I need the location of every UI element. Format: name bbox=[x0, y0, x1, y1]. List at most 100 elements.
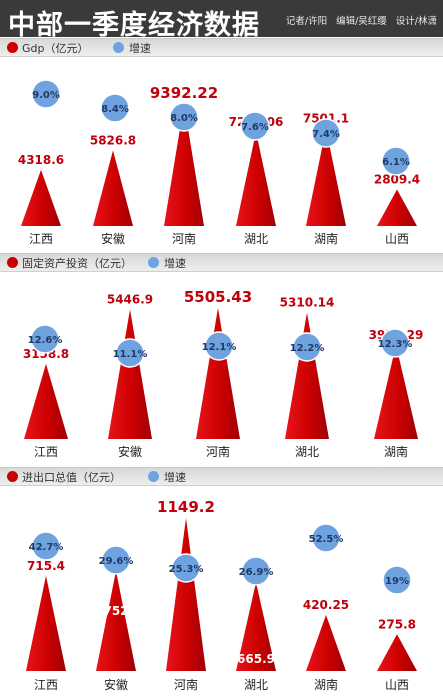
header: 中部一季度经济数据 记者/许阳 编辑/吴红缨 设计/林潇 bbox=[0, 0, 443, 41]
gdp-value-label-2: 9392.22 bbox=[150, 84, 218, 102]
gdp-bar-0 bbox=[21, 169, 61, 226]
gdp-growth-bubble-2 bbox=[169, 102, 199, 132]
gdp-growth-label-0: 9.0% bbox=[32, 90, 60, 101]
investment-chart: 3158.812.6% 江西 5446.9 11.1% 安徽 5505.43 12.1% 河南… bbox=[23, 288, 423, 459]
trade-growth-label-3: 26.9% bbox=[239, 567, 274, 578]
gdp-bar-4 bbox=[306, 128, 346, 226]
trade-bar-1 bbox=[96, 570, 136, 671]
gdp-growth-label-2: 8.0% bbox=[170, 113, 198, 124]
investment-bar-1 bbox=[108, 309, 152, 439]
credits: 记者/许阳 编辑/吴红缨 设计/林潇 bbox=[286, 13, 437, 27]
trade-growth-bubble-2 bbox=[171, 553, 201, 583]
investment-growth-legend-label: 增速 bbox=[164, 257, 186, 270]
investment-bar-0 bbox=[24, 363, 68, 439]
gdp-chart: 4318.69.0%江西5826.88.4%安徽9392.228.0%河南725… bbox=[18, 79, 420, 246]
investment-category-label-2: 河南 bbox=[206, 444, 230, 459]
trade-growth-bubble-0 bbox=[31, 531, 61, 561]
gdp-value-label-5: 2809.4 bbox=[374, 173, 420, 187]
trade-legend-label: 进出口总值（亿元） bbox=[22, 471, 121, 484]
trade-value-label-1: 752 bbox=[103, 604, 128, 618]
gdp-growth-bubble-3 bbox=[240, 111, 270, 141]
gdp-growth-bubble-1 bbox=[100, 93, 130, 123]
investment-growth-label-2: 12.1% bbox=[202, 342, 237, 353]
trade-bar-3 bbox=[236, 582, 276, 671]
gdp-growth-bubble-0 bbox=[31, 79, 61, 109]
gdp-bar-2 bbox=[164, 104, 204, 226]
investment-growth-label-3: 12.2% bbox=[290, 343, 325, 354]
investment-category-label-1: 安徽 bbox=[118, 444, 142, 459]
trade-growth-label-2: 25.3% bbox=[169, 564, 204, 575]
trade-bar-2 bbox=[166, 518, 206, 671]
investment-value-label-0: 3158.8 bbox=[23, 347, 69, 361]
investment-category-label-4: 湖南 bbox=[384, 444, 408, 459]
investment-value-label-3: 5310.14 bbox=[280, 296, 335, 310]
trade-value-label-2: 1149.2 bbox=[157, 498, 215, 516]
reporter-credit: 记者/许阳 bbox=[285, 16, 328, 27]
trade-bar-0 bbox=[26, 575, 66, 671]
trade-growth-legend-swatch bbox=[148, 471, 159, 482]
investment-legend: 固定资产投资（亿元） 增速 bbox=[0, 253, 443, 272]
gdp-category-label-1: 安徽 bbox=[101, 231, 125, 246]
page-title: 中部一季度经济数据 bbox=[8, 10, 260, 41]
gdp-legend-label: Gdp（亿元） bbox=[22, 42, 89, 55]
trade-category-label-0: 江西 bbox=[34, 678, 58, 692]
trade-growth-bubble-4 bbox=[311, 523, 341, 553]
trade-category-label-1: 安徽 bbox=[104, 677, 128, 692]
editor-credit: 编辑/吴红缨 bbox=[336, 16, 387, 27]
trade-value-label-5: 275.8 bbox=[378, 617, 416, 631]
trade-growth-bubble-3 bbox=[241, 556, 271, 586]
gdp-legend-swatch bbox=[7, 42, 18, 53]
gdp-value-label-1: 5826.8 bbox=[90, 133, 136, 147]
trade-chart: 715.4 42.7% 江西 752 29.6% 安徽 1149.2 25.3% 河南 665.9… bbox=[26, 498, 417, 692]
trade-growth-label-1: 29.6% bbox=[99, 556, 134, 567]
investment-growth-bubble-3 bbox=[292, 332, 322, 362]
trade-bar-4 bbox=[306, 615, 346, 671]
gdp-bar-5 bbox=[377, 189, 417, 226]
investment-category-label-3: 湖北 bbox=[295, 444, 319, 459]
investment-value-label-1: 5446.9 bbox=[107, 292, 153, 306]
trade-growth-label-0: 42.7% bbox=[29, 542, 64, 553]
trade-growth-label-5: 19% bbox=[385, 576, 409, 587]
investment-bar-4 bbox=[374, 345, 418, 439]
investment-growth-bubble-1 bbox=[115, 338, 145, 368]
investment-growth-label-4: 12.3% bbox=[378, 339, 413, 350]
gdp-growth-label-1: 8.4% bbox=[101, 104, 129, 115]
gdp-legend: Gdp（亿元） 增速 bbox=[0, 38, 443, 57]
gdp-value-label-0: 4318.6 bbox=[18, 153, 64, 167]
investment-legend-label: 固定资产投资（亿元） bbox=[22, 257, 132, 270]
trade-category-label-5: 山西 bbox=[385, 678, 409, 692]
gdp-bar-1 bbox=[93, 150, 133, 226]
trade-category-label-2: 河南 bbox=[174, 677, 198, 692]
trade-growth-label-4: 52.5% bbox=[309, 534, 344, 545]
trade-value-label-0: 715.4 bbox=[27, 559, 65, 573]
investment-growth-bubble-2 bbox=[204, 331, 234, 361]
designer-credit: 设计/林潇 bbox=[395, 16, 437, 27]
gdp-category-label-5: 山西 bbox=[385, 232, 409, 246]
gdp-growth-bubble-5 bbox=[381, 146, 411, 176]
trade-value-label-3: 665.9 bbox=[237, 652, 275, 666]
trade-growth-bubble-5 bbox=[382, 565, 412, 595]
gdp-growth-label-5: 6.1% bbox=[382, 157, 410, 168]
investment-value-label-2: 5505.43 bbox=[184, 288, 252, 306]
investment-bar-3 bbox=[285, 312, 329, 439]
trade-bar-5 bbox=[377, 634, 417, 671]
gdp-category-label-0: 江西 bbox=[29, 232, 53, 246]
gdp-category-label-4: 湖南 bbox=[314, 231, 338, 246]
investment-growth-bubble-4 bbox=[380, 328, 410, 358]
investment-growth-label-0: 12.6% bbox=[28, 335, 63, 346]
investment-bar-2 bbox=[196, 308, 240, 439]
gdp-growth-bubble-4 bbox=[311, 118, 341, 148]
trade-category-label-3: 湖北 bbox=[244, 677, 268, 692]
trade-growth-bubble-1 bbox=[101, 545, 131, 575]
gdp-growth-legend-swatch bbox=[113, 42, 124, 53]
trade-legend-swatch bbox=[7, 471, 18, 482]
investment-category-label-0: 江西 bbox=[34, 445, 58, 459]
investment-growth-label-1: 11.1% bbox=[113, 349, 148, 360]
gdp-bar-3 bbox=[236, 131, 276, 226]
gdp-growth-label-4: 7.4% bbox=[312, 129, 340, 140]
gdp-category-label-2: 河南 bbox=[172, 231, 196, 246]
gdp-growth-legend-label: 增速 bbox=[129, 42, 151, 55]
investment-growth-legend-swatch bbox=[148, 257, 159, 268]
gdp-category-label-3: 湖北 bbox=[244, 231, 268, 246]
gdp-growth-label-3: 7.6% bbox=[241, 122, 269, 133]
